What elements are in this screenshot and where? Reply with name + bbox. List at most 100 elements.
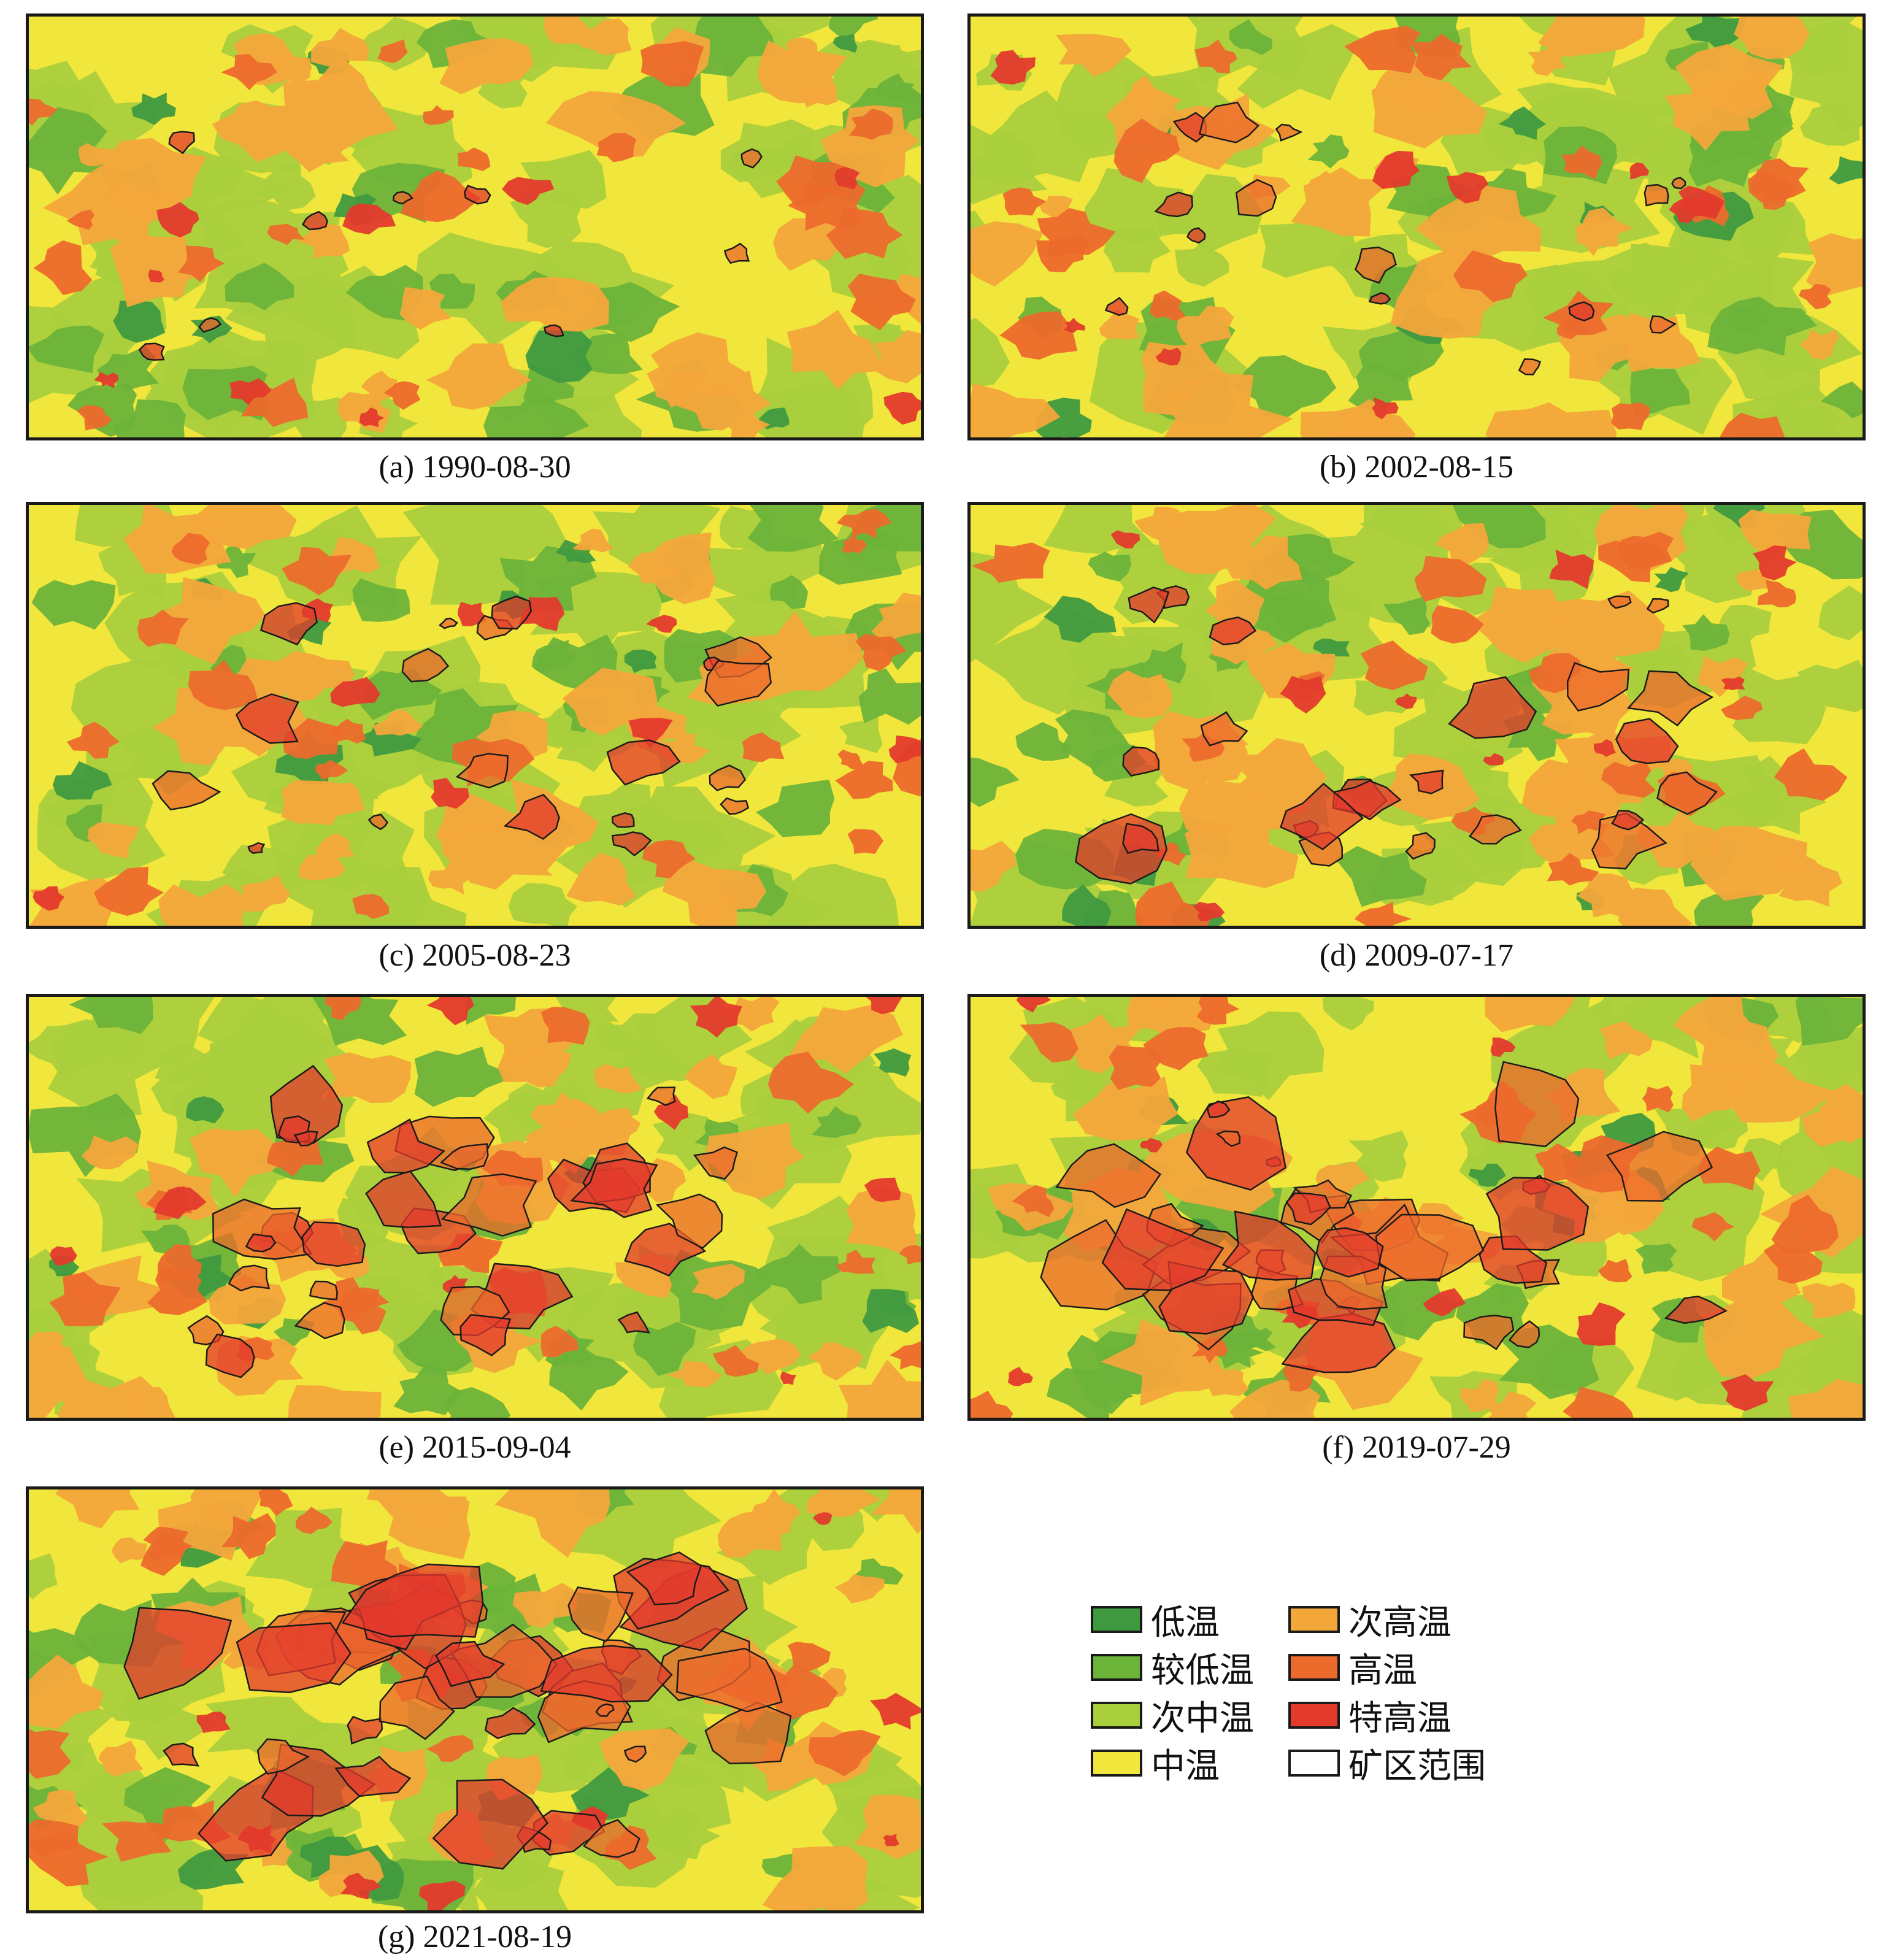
patch-sub-high: [594, 1064, 643, 1094]
patch-sub-medium: [245, 1508, 355, 1589]
patch-high-temperature: [767, 1051, 854, 1114]
patch-very-high-temperature: [94, 372, 119, 388]
patch-lower-temperature: [1383, 596, 1430, 636]
patch-high-temperature: [836, 1250, 876, 1274]
patch-high-temperature: [1774, 748, 1848, 801]
patch-very-high-temperature: [1280, 675, 1326, 713]
patch-very-high-temperature: [33, 886, 65, 911]
patch-high-temperature: [101, 1821, 172, 1862]
heat-map-e: [29, 997, 921, 1418]
map-panel-e: [26, 994, 924, 1421]
mine-area-outline: [401, 648, 450, 683]
mine-area-outline: [1518, 358, 1542, 375]
patch-sub-high: [262, 50, 312, 85]
patch-high-temperature: [178, 245, 225, 282]
patch-sub-high: [267, 120, 349, 172]
patch-sub-medium: [763, 863, 899, 926]
mine-area-outline: [440, 1173, 537, 1237]
patch-very-high-temperature: [1372, 397, 1399, 420]
patch-low-temperature: [52, 761, 112, 800]
patch-high-temperature: [849, 109, 894, 140]
mine-area-outline: [1605, 1131, 1713, 1202]
patch-lower-temperature: [1726, 304, 1768, 332]
patch-high-temperature: [1196, 997, 1240, 1025]
patch-high-temperature: [826, 207, 903, 259]
patch-lower-temperature: [1821, 381, 1863, 418]
patch-very-high-temperature: [1016, 997, 1051, 1013]
patch-sub-high: [58, 1376, 160, 1418]
mine-area-outline: [228, 1264, 271, 1292]
legend-label-high: 高温: [1348, 1650, 1417, 1691]
mine-area-outline: [1207, 1100, 1231, 1118]
legend-label-lower: 较低温: [1151, 1650, 1254, 1691]
caption-f: (f) 2019-07-29: [1322, 1430, 1511, 1465]
patch-high-temperature: [1150, 290, 1186, 321]
mine-area-outline: [245, 1233, 277, 1253]
mine-area-outline: [693, 1146, 739, 1180]
patch-high-temperature: [1601, 761, 1656, 798]
patch-lower-temperature: [1635, 1243, 1677, 1275]
patch-sub-high: [691, 1263, 745, 1300]
patch-high-temperature: [808, 1729, 881, 1777]
patch-lower-temperature: [1055, 709, 1134, 771]
heat-map-d: [971, 505, 1863, 926]
patch-high-temperature: [221, 1513, 276, 1559]
patch-sub-high: [1300, 407, 1416, 437]
patch-sub-high: [316, 833, 355, 861]
legend-swatch-medium: [1091, 1750, 1142, 1777]
patch-very-high-temperature: [457, 602, 486, 626]
mine-area-outline: [1209, 616, 1257, 646]
patch-sub-high: [498, 1045, 572, 1088]
mine-area-outline: [1646, 598, 1669, 614]
mine-area-outline: [455, 753, 509, 789]
patch-lower-temperature: [499, 546, 597, 613]
patch-sub-high: [1470, 586, 1581, 663]
mine-area-outline: [1626, 670, 1714, 727]
patch-sub-high: [854, 1794, 921, 1859]
patch-sub-high: [98, 1740, 144, 1777]
map-panel-d: [967, 502, 1866, 929]
patch-sub-high: [1208, 1365, 1250, 1396]
patch-high-temperature: [426, 1735, 474, 1762]
mine-area-outline: [709, 764, 747, 791]
patch-low-temperature: [571, 1767, 650, 1820]
patch-very-high-temperature: [883, 391, 921, 425]
patch-sub-high: [1734, 17, 1810, 60]
patch-sub-high: [1131, 997, 1181, 1015]
mine-area-outline: [1508, 1320, 1540, 1348]
patch-sub-medium: [1174, 240, 1229, 287]
patch-high-temperature: [1194, 39, 1238, 74]
patch-very-high-temperature: [1577, 1302, 1626, 1347]
legend-item-sub-medium: 次中温: [1091, 1697, 1254, 1739]
legend-label-sub-medium: 次中温: [1151, 1698, 1254, 1739]
patch-lower-temperature: [416, 19, 496, 69]
mine-area-outline: [334, 1756, 412, 1797]
legend: 低温 较低温 次中温 中温 次高温 高温 特高温 矿区范围: [1091, 1601, 1532, 1804]
patch-lower-temperature: [523, 364, 575, 407]
mine-area-outline: [567, 1586, 634, 1643]
patch-sub-high: [705, 1123, 805, 1199]
mine-area-outline: [624, 1745, 647, 1763]
patch-low-temperature: [874, 1048, 912, 1077]
patch-sub-medium: [1359, 505, 1450, 556]
patch-high-temperature: [457, 147, 491, 171]
patch-very-high-temperature: [645, 615, 677, 633]
patch-sub-high: [874, 329, 921, 383]
mine-area-outline: [484, 1707, 536, 1739]
patch-lower-temperature: [414, 1047, 517, 1107]
legend-label-low: 低温: [1151, 1602, 1220, 1643]
mine-area-outline: [704, 1701, 792, 1764]
patch-sub-high: [545, 91, 686, 159]
patch-sub-medium: [643, 1808, 721, 1859]
patch-low-temperature: [1654, 567, 1689, 593]
patch-very-high-temperature: [1753, 545, 1797, 581]
patch-sub-high: [42, 158, 161, 250]
patch-sub-high: [439, 38, 534, 94]
patch-sub-high: [971, 840, 1017, 893]
patch-high-temperature: [1563, 1386, 1634, 1418]
legend-label-very-high: 特高温: [1348, 1698, 1451, 1739]
patch-very-high-temperature: [990, 50, 1036, 85]
patch-high-temperature: [137, 609, 189, 647]
patch-sub-high: [1577, 874, 1637, 921]
patch-very-high-temperature: [1721, 676, 1745, 691]
